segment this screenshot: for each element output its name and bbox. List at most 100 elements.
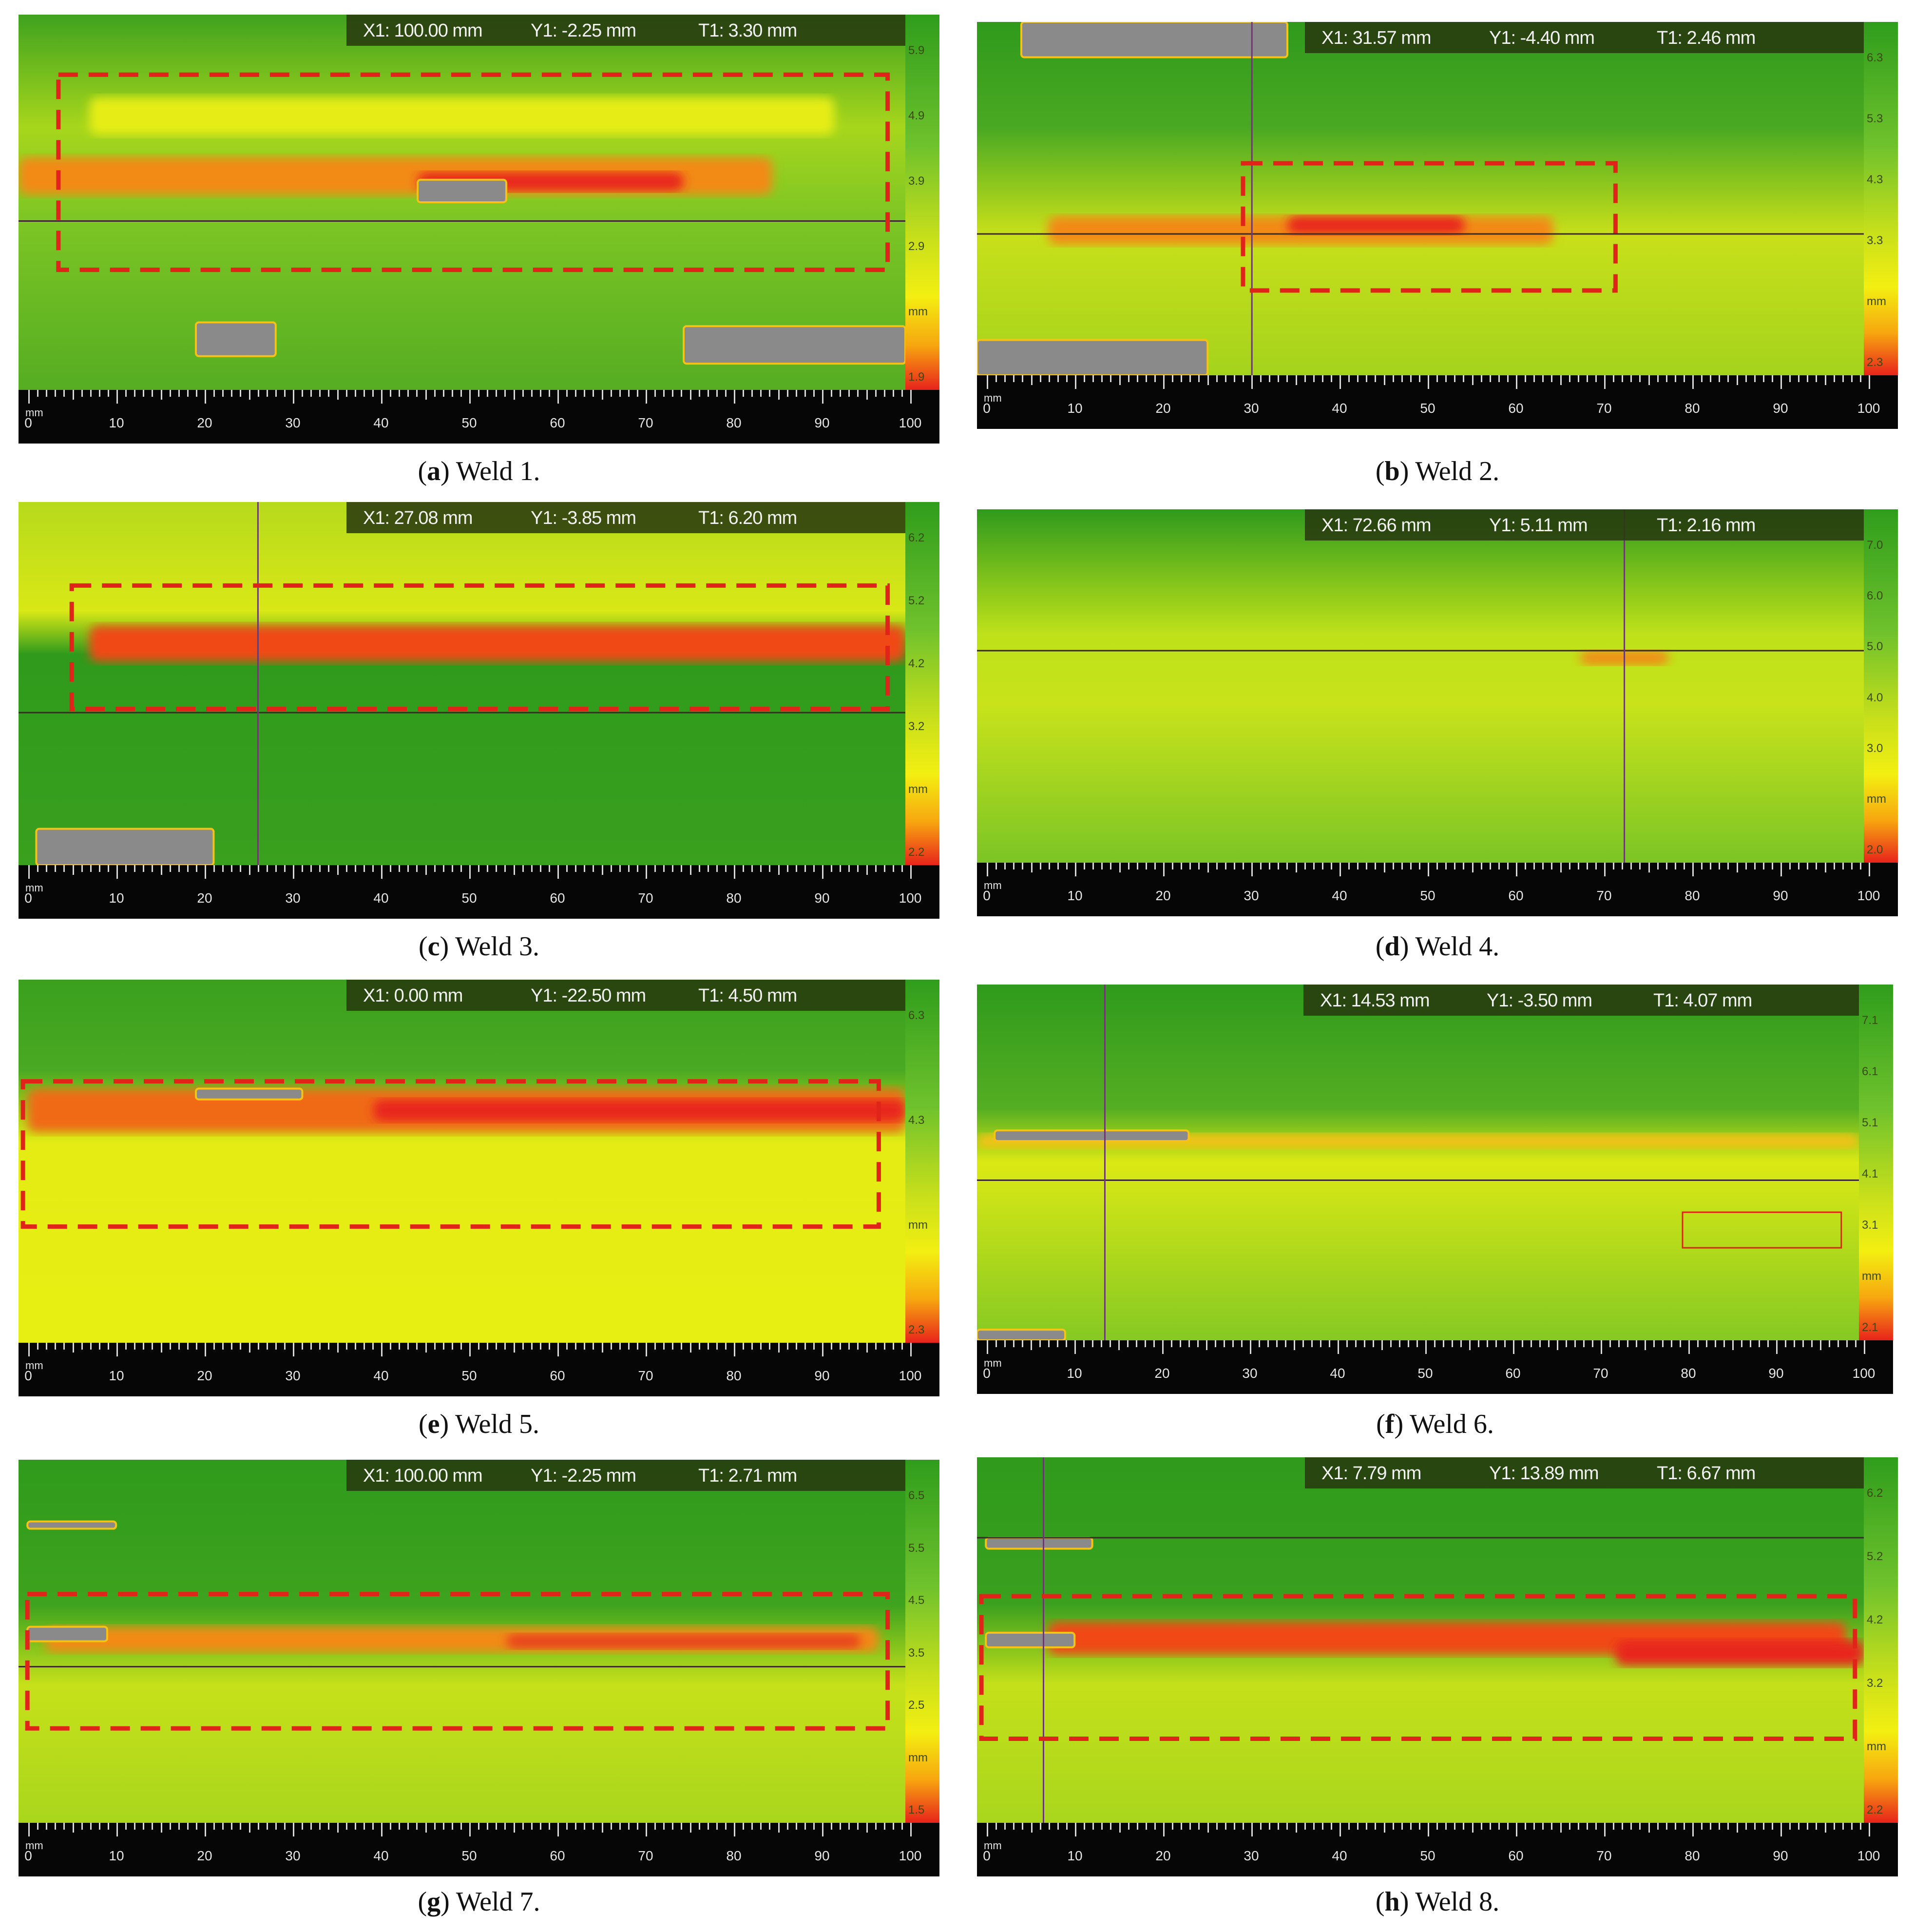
- panel-caption: (h) Weld 8.: [1375, 1887, 1500, 1917]
- ruler-tick: [143, 865, 145, 872]
- scale-label: mm: [908, 1751, 928, 1764]
- ruler-tick: [442, 390, 444, 397]
- c-scan-image[interactable]: [977, 985, 1859, 1340]
- readout-y1: Y1: -22.50 mm: [531, 985, 646, 1006]
- c-scan-image[interactable]: [977, 22, 1864, 375]
- ruler-tick: [822, 1823, 823, 1836]
- ruler-tick: [1408, 1340, 1409, 1347]
- ruler-tick: [1452, 1340, 1453, 1347]
- ruler-tick: [743, 1343, 745, 1350]
- ruler-tick-label: 80: [1684, 1848, 1700, 1863]
- ruler-tick: [751, 390, 753, 397]
- ruler-tick: [1154, 863, 1156, 869]
- ruler-tick: [1842, 375, 1844, 382]
- ruler-tick: [1418, 375, 1420, 382]
- ruler-tick: [831, 1823, 833, 1830]
- ruler-tick: [1013, 863, 1015, 869]
- ruler-tick: [1539, 1340, 1541, 1347]
- ruler-tick: [1278, 375, 1280, 382]
- ruler-tick-label: 40: [373, 890, 389, 906]
- ruler-tick: [1383, 863, 1385, 872]
- ruler-tick: [328, 1823, 330, 1830]
- c-scan-image[interactable]: [977, 1457, 1864, 1823]
- ruler-tick: [302, 865, 304, 872]
- ruler-tick: [134, 390, 136, 397]
- scale-label: 2.2: [1867, 1803, 1883, 1816]
- ruler-tick: [1206, 1340, 1207, 1350]
- ruler-tick: [840, 1823, 842, 1830]
- ruler-tick: [1688, 1340, 1690, 1354]
- c-scan-image[interactable]: [19, 980, 905, 1343]
- cursor-readout-bar: X1: 72.66 mm Y1: 5.11 mm T1: 2.16 mm: [1305, 509, 1864, 541]
- ruler-tick: [240, 1343, 242, 1350]
- ruler-tick: [610, 1823, 612, 1830]
- ruler-tick: [1710, 863, 1712, 869]
- ruler-unit: mm: [25, 1839, 43, 1852]
- ruler-tick: [363, 1343, 365, 1350]
- scan-panel-d: X1: 72.66 mm Y1: 5.11 mm T1: 2.16 mm 7.0 6.0…: [977, 509, 1898, 916]
- ruler-tick: [987, 863, 988, 876]
- ruler-tick: [1180, 1340, 1181, 1347]
- ruler-tick: [1260, 1823, 1262, 1830]
- ruler-tick: [751, 1823, 753, 1830]
- ruler-tick-label: 40: [373, 415, 389, 430]
- ruler-tick: [1084, 1823, 1086, 1830]
- caption-letter: c: [427, 931, 440, 962]
- ruler-tick: [1233, 1823, 1235, 1830]
- ruler-tick: [222, 865, 224, 872]
- scale-label: 6.1: [1862, 1065, 1878, 1078]
- ruler-tick: [169, 1823, 171, 1830]
- ruler-tick: [1425, 1340, 1427, 1354]
- ruler-tick: [469, 1343, 471, 1356]
- ruler-tick: [169, 390, 171, 397]
- ruler-tick: [1302, 1340, 1304, 1347]
- ruler-tick: [689, 865, 691, 875]
- ruler-tick: [725, 1343, 727, 1350]
- scale-label: 2.2: [908, 846, 925, 859]
- ruler-tick-label: 90: [814, 1848, 830, 1863]
- ruler-tick: [1128, 863, 1129, 869]
- ruler-tick: [1630, 1823, 1632, 1830]
- ruler-tick: [1276, 1340, 1278, 1347]
- ruler-tick: [460, 390, 462, 397]
- ruler-tick: [1618, 1340, 1620, 1347]
- ruler-tick: [1454, 863, 1456, 869]
- ruler-tick: [1846, 1340, 1848, 1347]
- ruler-tick: [337, 865, 339, 875]
- ruler-tick: [1215, 1340, 1216, 1347]
- ruler-tick: [98, 1343, 100, 1350]
- ruler-tick: [1092, 1823, 1094, 1830]
- ruler-tick: [1198, 375, 1200, 382]
- ruler-tick: [302, 1823, 304, 1830]
- ruler-tick: [345, 1823, 347, 1830]
- ruler-tick: [1851, 1823, 1853, 1830]
- ruler-tick: [81, 1823, 83, 1830]
- c-scan-image[interactable]: [19, 502, 905, 865]
- ruler-tick: [654, 1343, 656, 1350]
- ruler-tick: [1736, 863, 1738, 872]
- ruler-tick-label: 60: [550, 890, 565, 906]
- ruler-tick: [1824, 375, 1826, 385]
- c-scan-image[interactable]: [19, 1460, 905, 1823]
- ruler-tick: [1842, 1823, 1844, 1830]
- ruler-tick: [1851, 863, 1853, 869]
- ruler-tick: [55, 865, 57, 872]
- cursor-readout-bar: X1: 100.00 mm Y1: -2.25 mm T1: 3.30 mm: [346, 15, 905, 46]
- ruler-tick: [98, 1823, 100, 1830]
- ruler-tick: [1198, 863, 1200, 869]
- defect-indication: [1287, 216, 1465, 234]
- ruler-tick: [1727, 375, 1729, 382]
- ruler-tick-label: 80: [1684, 401, 1700, 416]
- thickness-color-scale: 6.3 4.3 mm 2.3: [905, 980, 939, 1343]
- ruler-tick: [434, 390, 436, 397]
- ruler-tick-label: 40: [1330, 1366, 1345, 1381]
- ruler-tick: [1754, 863, 1756, 869]
- ruler-tick: [363, 1823, 365, 1830]
- ruler-tick-label: 90: [1773, 1848, 1788, 1863]
- ruler-tick: [1869, 375, 1870, 389]
- ruler-tick: [1604, 863, 1606, 876]
- ruler-tick: [1754, 375, 1756, 382]
- c-scan-image[interactable]: [19, 15, 905, 390]
- ruler-tick-label: 100: [899, 890, 922, 906]
- c-scan-image[interactable]: [977, 509, 1864, 863]
